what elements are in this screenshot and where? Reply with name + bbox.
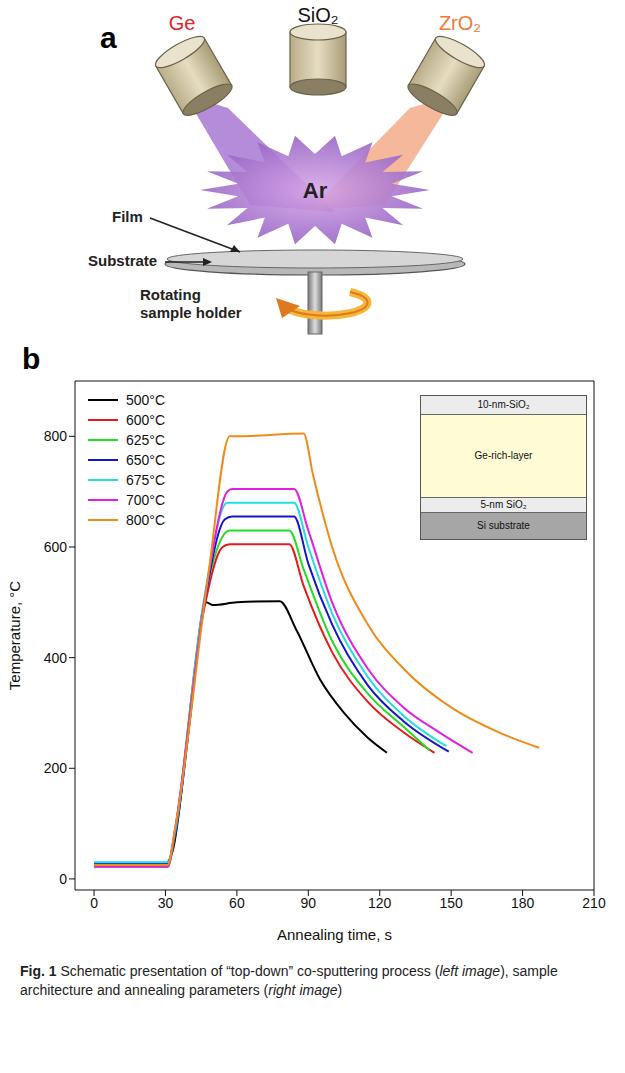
html-text:500°C: 500°C xyxy=(126,392,166,408)
svg-text:Temperature, °C: Temperature, °C xyxy=(6,581,23,691)
svg-text:0: 0 xyxy=(59,871,67,887)
svg-text:60: 60 xyxy=(229,895,245,911)
svg-text:30: 30 xyxy=(158,895,174,911)
svg-text:90: 90 xyxy=(301,895,317,911)
svg-text:Ar: Ar xyxy=(303,178,328,203)
html-text:Ge-rich-layer: Ge-rich-layer xyxy=(474,450,533,461)
html-text:5-nm SiO₂: 5-nm SiO₂ xyxy=(480,499,527,510)
svg-text:120: 120 xyxy=(368,895,392,911)
svg-text:600: 600 xyxy=(44,539,68,555)
svg-text:Rotatingsample holder: Rotatingsample holder xyxy=(140,286,242,321)
html-text:800°C: 800°C xyxy=(126,512,166,528)
svg-text:210: 210 xyxy=(582,895,606,911)
html-text:b: b xyxy=(22,342,41,375)
svg-text:Ge: Ge xyxy=(169,12,196,34)
html-text:600°C: 600°C xyxy=(126,412,166,428)
svg-text:0: 0 xyxy=(90,895,98,911)
html-text:Fig. 1 Schematic presentation: Fig. 1 Schematic presentation of “top-do… xyxy=(20,963,558,998)
svg-text:Annealing time, s: Annealing time, s xyxy=(277,926,392,943)
svg-text:800: 800 xyxy=(44,428,68,444)
svg-text:180: 180 xyxy=(511,895,535,911)
svg-text:SiO₂: SiO₂ xyxy=(297,4,338,26)
html-text:10-nm-SiO₂: 10-nm-SiO₂ xyxy=(477,399,530,410)
html-text:650°C: 650°C xyxy=(126,452,166,468)
svg-text:a: a xyxy=(100,21,117,54)
html-text:675°C: 675°C xyxy=(126,472,166,488)
html-text:700°C: 700°C xyxy=(126,492,166,508)
svg-text:ZrO₂: ZrO₂ xyxy=(439,12,481,34)
svg-text:400: 400 xyxy=(44,650,68,666)
svg-text:Film: Film xyxy=(112,208,143,225)
html-text:Si substrate: Si substrate xyxy=(477,520,530,531)
svg-text:150: 150 xyxy=(439,895,463,911)
svg-text:200: 200 xyxy=(44,760,68,776)
html-text:625°C: 625°C xyxy=(126,432,166,448)
svg-text:Substrate: Substrate xyxy=(88,252,157,269)
